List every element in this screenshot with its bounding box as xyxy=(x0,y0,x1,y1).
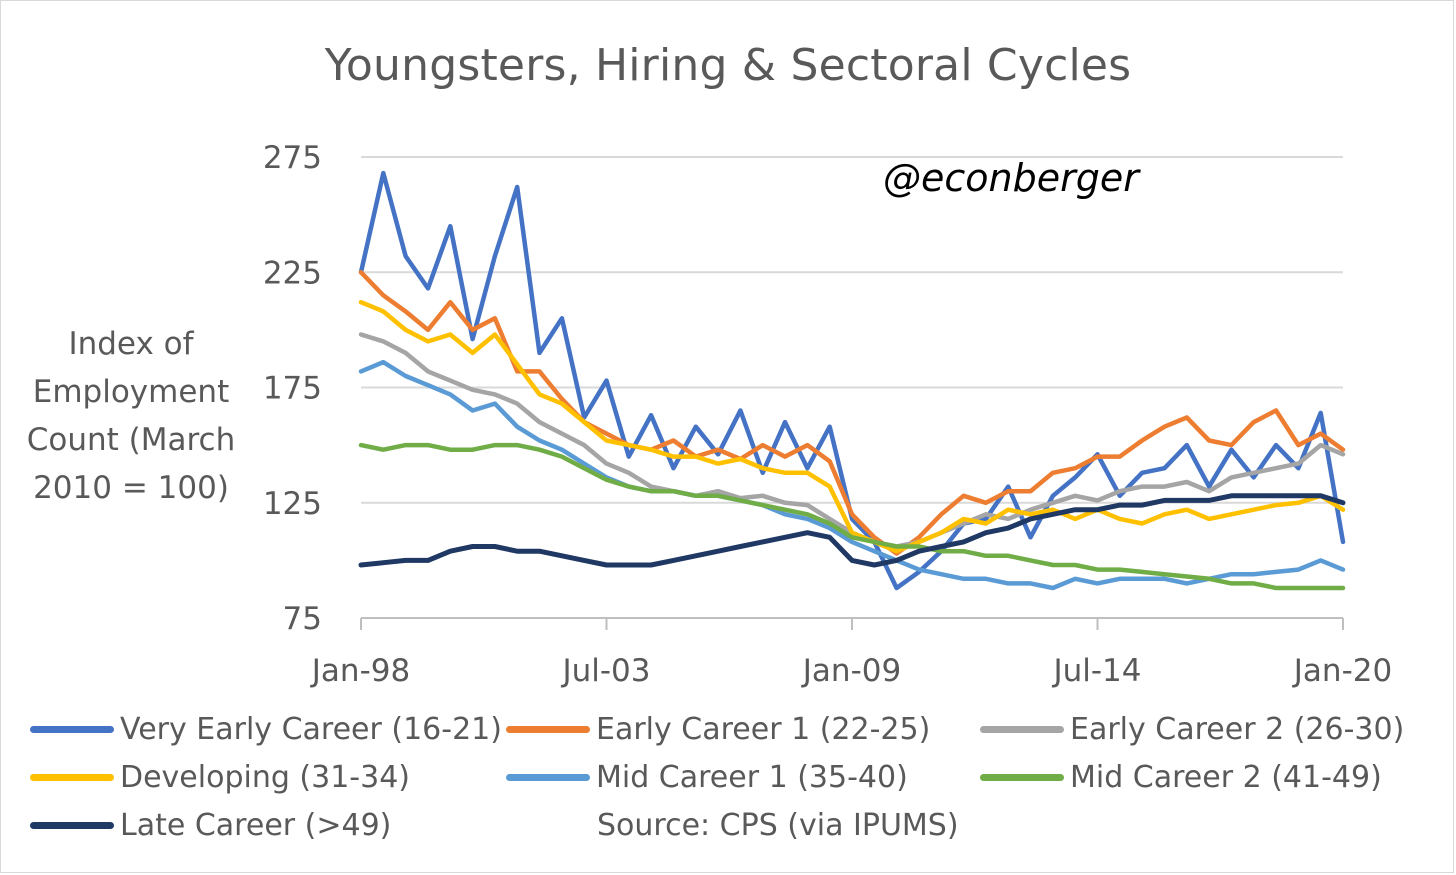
legend-swatch xyxy=(980,725,1064,733)
legend-swatch xyxy=(506,773,590,781)
x-tick-label: Jul-14 xyxy=(1051,653,1141,689)
x-axis xyxy=(360,618,1344,630)
y-tick-label: 75 xyxy=(283,601,322,637)
series-line-0 xyxy=(358,170,1346,591)
legend-item-4: Mid Career 1 (35-40) xyxy=(506,753,908,801)
y-tick-labels: 75 125 175 225 275 xyxy=(263,140,322,637)
series-line-5 xyxy=(358,442,1346,591)
chart-title: Youngsters, Hiring & Sectoral Cycles xyxy=(324,40,1132,91)
legend-label: Mid Career 2 (41-49) xyxy=(1070,759,1382,795)
x-tick-labels: Jan-98 Jul-03 Jan-09 Jul-14 Jan-20 xyxy=(310,653,1392,689)
x-tick-label: Jan-20 xyxy=(1292,653,1392,689)
legend-item-6: Late Career (>49) xyxy=(30,801,391,849)
legend-item-3: Developing (31-34) xyxy=(30,753,410,801)
series-line-4 xyxy=(358,359,1346,591)
legend-label: Developing (31-34) xyxy=(120,759,411,795)
y-tick-label: 175 xyxy=(263,371,322,407)
legend-item-0: Very Early Career (16-21) xyxy=(30,705,502,753)
legend-swatch xyxy=(30,725,114,733)
legend-label: Mid Career 1 (35-40) xyxy=(596,759,908,795)
legend-swatch xyxy=(506,725,590,733)
y-tick-label: 225 xyxy=(263,255,322,291)
author-annotation: @econberger xyxy=(883,156,1139,200)
source-note: Source: CPS (via IPUMS) xyxy=(597,808,959,843)
legend-item-2: Early Career 2 (26-30) xyxy=(980,705,1404,753)
y-axis-label: Index of Employment Count (March 2010 = … xyxy=(26,326,236,506)
legend-swatch xyxy=(30,773,114,781)
legend-swatch xyxy=(980,773,1064,781)
y-tick-label: 275 xyxy=(263,140,322,176)
legend-item-1: Early Career 1 (22-25) xyxy=(506,705,930,753)
y-tick-label: 125 xyxy=(263,486,322,522)
legend-label: Early Career 1 (22-25) xyxy=(596,711,931,747)
legend-swatch xyxy=(30,821,114,829)
legend-label: Very Early Career (16-21) xyxy=(120,711,502,747)
legend-item-5: Mid Career 2 (41-49) xyxy=(980,753,1382,801)
series-line-6 xyxy=(358,493,1346,568)
legend: Very Early Career (16-21) Early Career 1 … xyxy=(30,705,1440,855)
x-tick-label: Jan-98 xyxy=(310,653,410,689)
legend-label: Late Career (>49) xyxy=(120,807,392,843)
series-lines xyxy=(358,170,1346,591)
series-line-3 xyxy=(358,299,1346,554)
legend-label: Early Career 2 (26-30) xyxy=(1070,711,1405,747)
x-tick-label: Jan-09 xyxy=(801,653,901,689)
x-tick-label: Jul-03 xyxy=(560,653,650,689)
